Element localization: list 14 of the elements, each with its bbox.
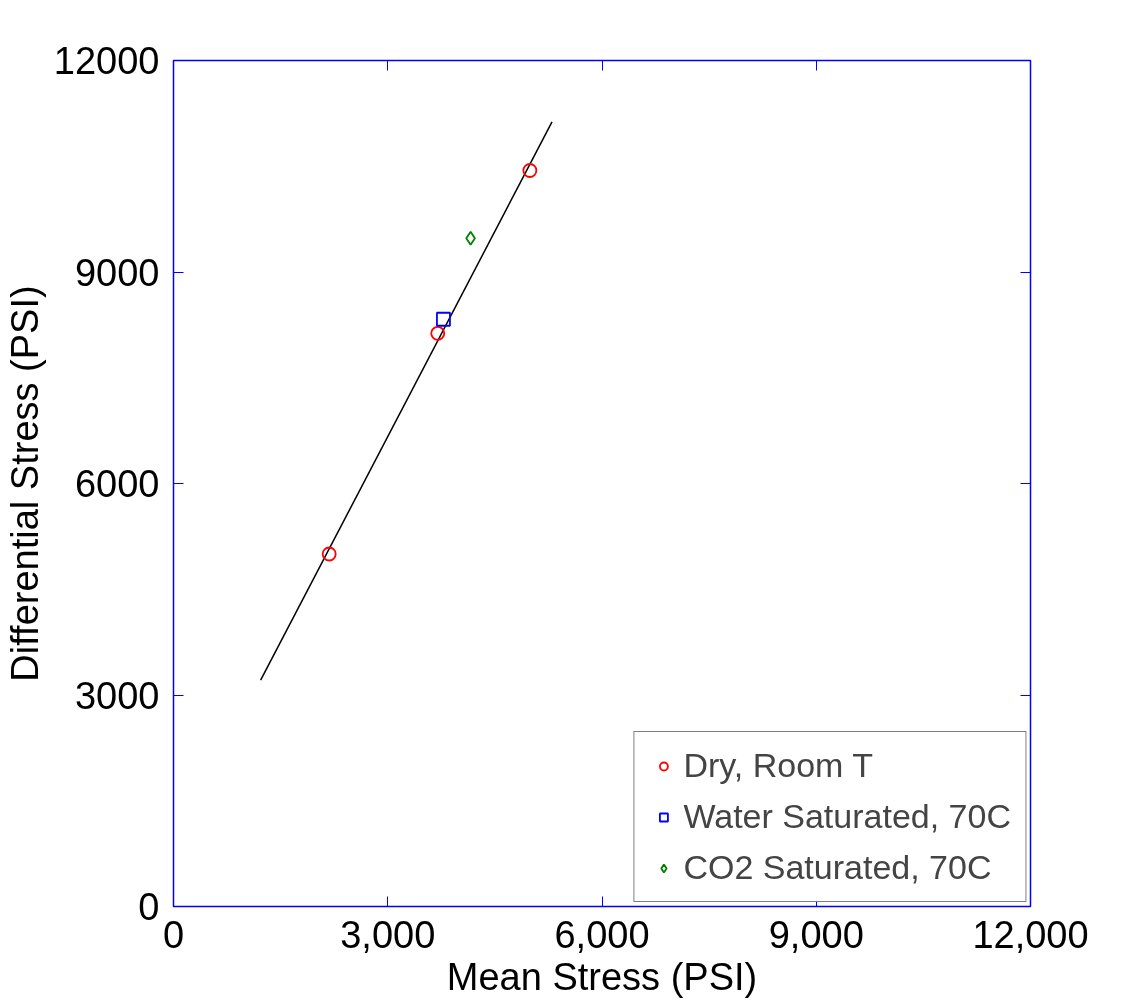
legend-label: Water Saturated, 70C bbox=[683, 797, 1011, 836]
y-tick-label: 6000 bbox=[74, 463, 160, 505]
y-tick-label: 12000 bbox=[53, 40, 160, 82]
x-axis-title: Mean Stress (PSI) bbox=[446, 955, 758, 998]
x-tick-label: 3,000 bbox=[340, 913, 436, 956]
x-tick-label: 9,000 bbox=[768, 913, 864, 956]
x-tick-label: 12,000 bbox=[972, 913, 1089, 956]
x-tick-label: 6,000 bbox=[554, 913, 650, 956]
y-tick-label: 0 bbox=[138, 886, 160, 928]
y-axis-title: Differential Stress (PSI) bbox=[3, 285, 46, 682]
legend-label: Dry, Room T bbox=[683, 746, 873, 785]
y-tick-label: 3000 bbox=[74, 674, 160, 717]
legend-label: CO2 Saturated, 70C bbox=[683, 848, 992, 887]
y-tick-label: 9000 bbox=[74, 251, 160, 294]
